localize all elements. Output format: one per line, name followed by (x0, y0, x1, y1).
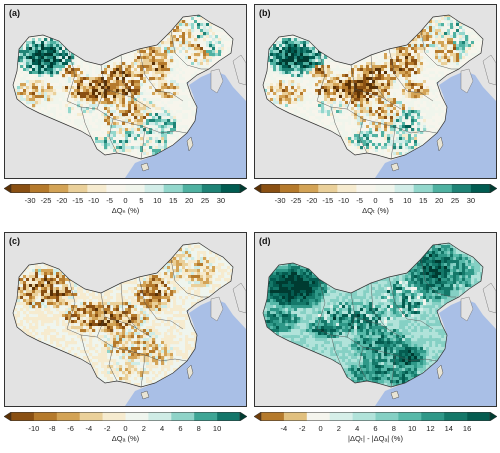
colorbar-tick: 14 (444, 424, 453, 433)
colorbar-tick: 4 (160, 424, 165, 433)
colorbar-tick: 2 (336, 424, 341, 433)
colorbar-tick: -25 (290, 196, 302, 205)
panel-b: (b) -30 -25 -20 -15 -10 -5 0 5 10 15 20 25 30 ΔQₜ (%… (250, 0, 498, 224)
colorbar-tick: -30 (24, 196, 36, 205)
colorbar-tick: 10 (153, 196, 162, 205)
colorbar-tick: -8 (48, 424, 56, 433)
colorbar-tick: 10 (403, 196, 412, 205)
colorbar-tick: 16 (462, 424, 472, 433)
colorbar (254, 184, 497, 193)
colorbar-tick: 5 (139, 196, 144, 205)
colorbar-label: ΔQₜ (%) (362, 206, 389, 215)
colorbar-tick: -10 (88, 196, 100, 205)
colorbar-tick: 2 (141, 424, 146, 433)
colorbar-ticks: -30 -25 -20 -15 -10 -5 0 5 10 15 20 25 30 (4, 196, 247, 206)
colorbar-tick: -20 (306, 196, 318, 205)
colorbar-tick: -15 (322, 196, 334, 205)
colorbar-tick: 10 (407, 424, 417, 433)
colorbar-tick: 20 (184, 196, 194, 205)
colorbar-label: ΔQₐ (%) (111, 434, 140, 443)
map-c (4, 232, 247, 407)
colorbar-tick: 25 (200, 196, 210, 205)
colorbar-tick: 0 (123, 424, 128, 433)
colorbar-tick: 6 (373, 424, 378, 433)
colorbar-tick: 0 (318, 424, 323, 433)
colorbar-tick: 25 (450, 196, 460, 205)
colorbar-tick: -30 (274, 196, 286, 205)
colorbar-tick: 5 (389, 196, 394, 205)
colorbar-tick: -4 (85, 424, 93, 433)
colorbar (254, 412, 497, 421)
colorbar-tick: -25 (40, 196, 52, 205)
map-a (4, 4, 247, 179)
colorbar-tick: 6 (178, 424, 183, 433)
panel-d: (d) -4 -2 0 2 4 6 8 10 12 14 16 |ΔQₜ| - |ΔQₐ| (%) (250, 228, 498, 452)
colorbar-tick: -6 (67, 424, 74, 433)
panel-label: (a) (9, 8, 20, 18)
colorbar-tick: 0 (373, 196, 378, 205)
panel-c: (c) -10 -8 -6 -4 -2 0 2 4 6 8 10 ΔQₐ (%) (0, 228, 248, 452)
colorbar (4, 184, 247, 193)
panel-label: (c) (9, 236, 20, 246)
colorbar-tick: 20 (434, 196, 444, 205)
colorbar-tick: -10 (338, 196, 350, 205)
colorbar-tick: 4 (355, 424, 360, 433)
colorbar-tick: -10 (28, 424, 40, 433)
map-b (254, 4, 497, 179)
colorbar-tick: -2 (298, 424, 306, 433)
colorbar-tick: 15 (419, 196, 428, 205)
colorbar-tick: -15 (72, 196, 84, 205)
colorbar-tick: 30 (216, 196, 226, 205)
colorbar-tick: 10 (212, 424, 222, 433)
colorbar-tick: -4 (280, 424, 288, 433)
colorbar-ticks: -4 -2 0 2 4 6 8 10 12 14 16 (254, 424, 497, 434)
colorbar-tick: 8 (196, 424, 201, 433)
colorbar-tick: -5 (356, 196, 363, 205)
colorbar-tick: 15 (169, 196, 178, 205)
colorbar-ticks: -30 -25 -20 -15 -10 -5 0 5 10 15 20 25 30 (254, 196, 497, 206)
colorbar-label: ΔQₙ (%) (111, 206, 140, 215)
colorbar-tick: 0 (123, 196, 128, 205)
colorbar (4, 412, 247, 421)
map-d (254, 232, 497, 407)
panel-label: (b) (259, 8, 271, 18)
colorbar-label: |ΔQₜ| - |ΔQₐ| (%) (348, 434, 403, 443)
panel-label: (d) (259, 236, 271, 246)
colorbar-ticks: -10 -8 -6 -4 -2 0 2 4 6 8 10 (4, 424, 247, 434)
colorbar-tick: 30 (466, 196, 476, 205)
colorbar-tick: -2 (103, 424, 111, 433)
colorbar-tick: -20 (56, 196, 68, 205)
colorbar-tick: -5 (106, 196, 113, 205)
colorbar-tick: 8 (391, 424, 396, 433)
panel-a: (a) -30 -25 -20 -15 -10 -5 0 5 10 15 20 25 30 ΔQₙ (%… (0, 0, 248, 224)
colorbar-tick: 12 (426, 424, 435, 433)
